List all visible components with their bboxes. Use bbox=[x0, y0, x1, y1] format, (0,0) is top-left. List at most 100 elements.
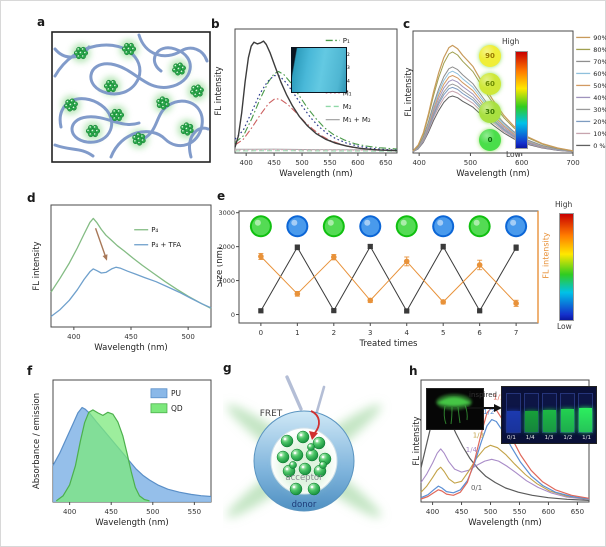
svg-text:70%: 70% bbox=[593, 58, 606, 66]
svg-text:450: 450 bbox=[105, 508, 118, 516]
panel-b: b 400 450 500 550 600 650 Wavelength (nm) FL in… bbox=[211, 17, 407, 187]
cuvette-label: 0/1 bbox=[506, 435, 516, 441]
svg-text:500: 500 bbox=[181, 333, 194, 341]
absorbance-emission-overlap-chart: 400 450 500 550 Wavelength (nm) Absorbance / … bbox=[32, 379, 212, 528]
polymer-network-schematic bbox=[51, 31, 211, 163]
svg-text:Wavelength (nm): Wavelength (nm) bbox=[94, 343, 167, 353]
panel-a: a bbox=[37, 15, 213, 175]
svg-text:5: 5 bbox=[441, 329, 445, 337]
cuvette bbox=[559, 393, 575, 433]
cuvette-label: 1/1 bbox=[582, 435, 592, 441]
cuvette-ratio-labels: 0/1 1/4 1/3 1/2 1/1 bbox=[502, 433, 596, 443]
svg-text:550: 550 bbox=[513, 508, 526, 516]
svg-text:P₄: P₄ bbox=[151, 226, 158, 234]
needle-icon bbox=[285, 375, 303, 411]
svg-text:3: 3 bbox=[368, 329, 372, 337]
fluorescent-film-photo-inset bbox=[291, 47, 347, 93]
donor-label: donor bbox=[292, 500, 317, 510]
fret-label: FRET bbox=[260, 409, 283, 419]
svg-text:Treated times: Treated times bbox=[359, 339, 419, 349]
svg-text:M₁ + M₂: M₁ + M₂ bbox=[343, 116, 371, 124]
cuvette bbox=[523, 393, 539, 433]
colorbar bbox=[515, 51, 528, 149]
svg-text:60%: 60% bbox=[593, 70, 606, 78]
svg-text:650: 650 bbox=[571, 508, 584, 516]
panel-h-label: h bbox=[409, 364, 418, 378]
fret-scheme-diagram: FRET acceptor donor bbox=[226, 375, 382, 518]
svg-text:40%: 40% bbox=[593, 94, 606, 102]
svg-text:550: 550 bbox=[323, 159, 336, 167]
sample-spot: 0 bbox=[479, 129, 501, 151]
svg-text:0: 0 bbox=[259, 329, 263, 337]
svg-text:500: 500 bbox=[146, 508, 159, 516]
panel-c: c 400 500 600 700 Wavelength (nm) FL intensit… bbox=[403, 17, 606, 187]
svg-text:400: 400 bbox=[239, 159, 252, 167]
svg-text:50%: 50% bbox=[593, 82, 606, 90]
colorbar-low-label: Low bbox=[557, 322, 572, 331]
panel-f-label: f bbox=[27, 364, 33, 378]
svg-text:500: 500 bbox=[295, 159, 308, 167]
svg-text:Wavelength (nm): Wavelength (nm) bbox=[95, 518, 168, 528]
quantum-dot-clusters bbox=[64, 42, 204, 146]
needle-icon bbox=[314, 385, 326, 417]
svg-text:600: 600 bbox=[542, 508, 555, 516]
sample-spot: 90 bbox=[479, 45, 501, 67]
svg-text:600: 600 bbox=[515, 159, 528, 167]
cuvette-label: 1/4 bbox=[525, 435, 535, 441]
panel-b-label: b bbox=[211, 17, 220, 31]
svg-text:550: 550 bbox=[188, 508, 201, 516]
acceptor-quantum-dots bbox=[276, 430, 332, 496]
colorbar-high-label: High bbox=[555, 200, 573, 209]
sample-spot: 60 bbox=[479, 73, 501, 95]
svg-text:FL intensity: FL intensity bbox=[32, 241, 42, 290]
panel-e: e 0 1 2 3 4 5 6 7 0 1000 2000 3000 Treated times Size… bbox=[217, 189, 606, 353]
svg-text:400: 400 bbox=[426, 508, 439, 516]
cuvette bbox=[577, 393, 593, 433]
svg-text:1: 1 bbox=[295, 329, 299, 337]
svg-text:0: 0 bbox=[231, 311, 235, 319]
svg-text:1/2: 1/2 bbox=[483, 408, 494, 416]
panel-g: g FRET accepto bbox=[223, 361, 409, 543]
svg-text:400: 400 bbox=[67, 333, 80, 341]
svg-text:1000: 1000 bbox=[218, 277, 235, 285]
cuvette bbox=[541, 393, 557, 433]
size-fl-cycles-chart: 0 1 2 3 4 5 6 7 0 1000 2000 3000 Treated times Size (… bbox=[217, 209, 539, 349]
fl-spectra-chart-tfa: 400 450 500 Wavelength (nm) FL intensity P₄ P₄… bbox=[32, 204, 212, 353]
cuvette bbox=[505, 393, 521, 433]
colorbar bbox=[559, 213, 574, 321]
svg-text:600: 600 bbox=[351, 159, 364, 167]
svg-text:450: 450 bbox=[455, 508, 468, 516]
svg-text:700: 700 bbox=[566, 159, 579, 167]
svg-text:Wavelength (nm): Wavelength (nm) bbox=[468, 518, 541, 528]
svg-text:80%: 80% bbox=[593, 46, 606, 54]
svg-text:7: 7 bbox=[514, 329, 518, 337]
svg-text:P₁: P₁ bbox=[343, 37, 350, 45]
fret-arrowhead bbox=[309, 431, 318, 440]
inspired-label: inspired bbox=[469, 391, 497, 399]
panel-f: f 400 450 500 550 Wavelength (nm) Absorbance … bbox=[27, 364, 219, 540]
jellyfish-photo-inset bbox=[426, 388, 484, 430]
svg-text:Absorbance / emission: Absorbance / emission bbox=[32, 393, 42, 489]
cuvette-label: 1/3 bbox=[544, 435, 554, 441]
panel-g-label: g bbox=[223, 361, 232, 375]
svg-text:90%: 90% bbox=[593, 34, 606, 42]
svg-text:30%: 30% bbox=[593, 106, 606, 114]
cuvette-photo-inset: 0/1 1/4 1/3 1/2 1/1 bbox=[501, 386, 597, 444]
acceptor-label: acceptor bbox=[285, 473, 323, 483]
svg-text:450: 450 bbox=[267, 159, 280, 167]
colorbar-low-label: Low bbox=[506, 150, 521, 159]
cuvette-row bbox=[502, 387, 596, 433]
svg-text:PU: PU bbox=[171, 389, 181, 398]
svg-text:Wavelength (nm): Wavelength (nm) bbox=[456, 169, 529, 179]
svg-text:1/4: 1/4 bbox=[466, 446, 478, 454]
panel-e-label: e bbox=[217, 189, 226, 203]
panel-a-label: a bbox=[37, 15, 46, 29]
svg-text:0/1: 0/1 bbox=[471, 484, 482, 492]
svg-text:Wavelength (nm): Wavelength (nm) bbox=[279, 169, 352, 179]
panel-d: d 400 450 500 Wavelength (nm) FL intensity P₄… bbox=[27, 191, 219, 363]
svg-text:650: 650 bbox=[379, 159, 392, 167]
arrow-right-icon bbox=[467, 404, 502, 412]
svg-text:FL intensity: FL intensity bbox=[404, 67, 414, 116]
svg-text:2: 2 bbox=[332, 329, 336, 337]
